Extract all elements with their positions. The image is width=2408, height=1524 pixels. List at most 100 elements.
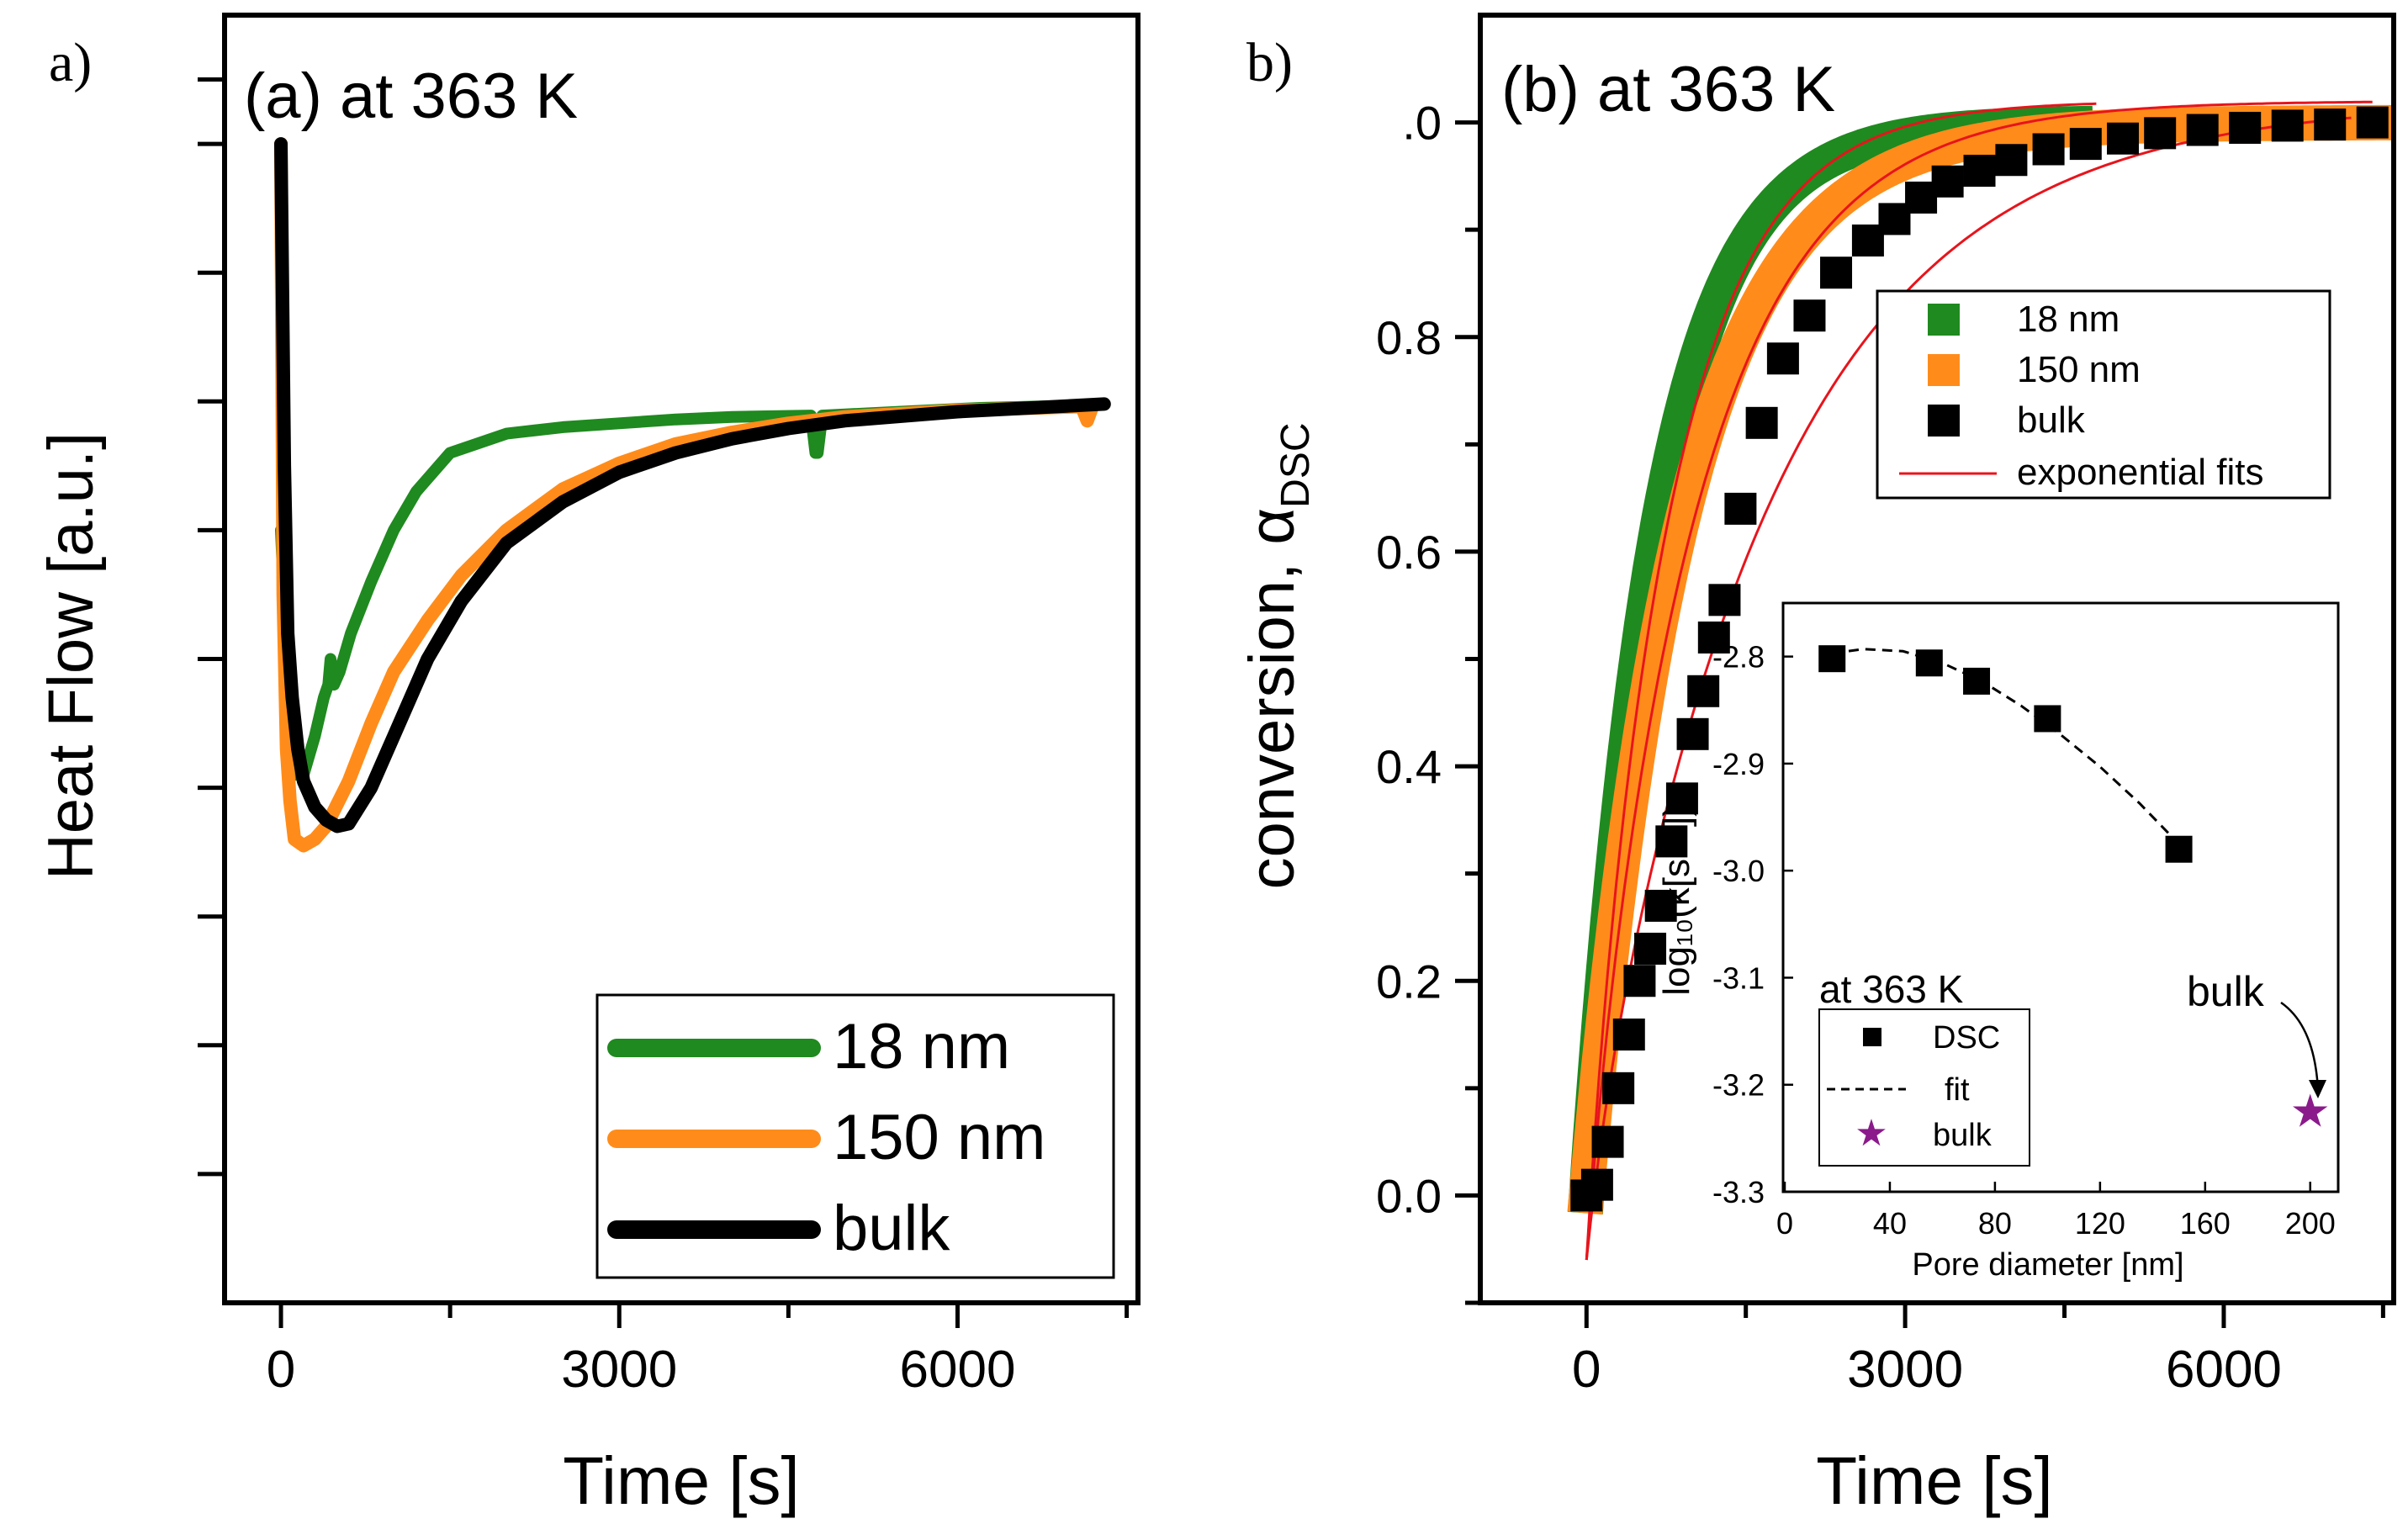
bulk-point [2271,109,2304,142]
y-tick-label: -3.2 [1712,1068,1765,1103]
panel-a-y-ticks [198,77,225,1177]
bulk-point [1963,154,1996,187]
inset-legend-box [1818,1008,2030,1167]
legend-swatch-150nm [1928,354,1960,386]
bulk-point [1591,1125,1624,1158]
legend-label-18nm: 18 nm [833,1011,1010,1082]
bulk-point [1687,675,1720,707]
panel-a-legend: 18 nm 150 nm bulk [595,993,1115,1279]
panel-a-series [274,137,1111,853]
panel-b-xlabel: Time [s] [1816,1443,2052,1518]
panel-b-title: (b) at 363 K [1501,54,1835,125]
bulk-point [2356,106,2389,139]
x-tick-label: 120 [2075,1206,2125,1241]
panel-a-ylabel: Heat Flow [a.u.] [35,432,107,880]
panel-a-chart: 0 3000 6000 (a) at 363 K Heat Flow [a.u.] … [35,13,1140,1518]
inset-legend-label-bulk: bulk [1933,1118,1993,1153]
series-line-bulk [274,137,1111,833]
panel-a-title: (a) at 363 K [244,61,578,132]
bulk-point [2229,111,2262,144]
legend-label-18nm: 18 nm [2017,299,2120,340]
inset-annotation-arrowhead [2309,1080,2326,1098]
inset-annotation-bulk: bulk [2187,968,2265,1015]
inset-series: ★ [1818,645,2331,1137]
panel-b-chart: 0.0 0.2 0.4 0.6 0.8 .0 0 3000 6000 (b) at 363 K… [1236,13,2396,1518]
bulk-point [2314,108,2347,141]
bulk-point [1793,299,1826,332]
legend-label-bulk: bulk [833,1193,950,1264]
bulk-point [1644,889,1677,922]
x-tick-label: 6000 [900,1341,1016,1399]
inset-chart: -2.8-2.9-3.0-3.1-3.2-3.3 0 40 80 120 160 200 … [1656,601,2340,1283]
exp-fit-line-0 [1585,102,2097,1261]
panel-b-ylabel-main: conversion, αDSC [1236,422,1318,889]
bulk-point [1602,1072,1635,1104]
inset-legend-label-fit: fit [1945,1072,1970,1108]
bulk-point [2032,133,2065,166]
bulk-point [1766,342,1799,375]
panel-a-x-ticks: 0 3000 6000 [267,1303,1130,1399]
legend-label-150nm: 150 nm [2017,349,2141,390]
inset-y-ticks: -2.8 -2.9 -3.0 -3.1 -3.2 -3.3 [1712,640,1793,1209]
bulk-point [1665,782,1698,815]
inset-legend: DSC fit ★ bulk [1818,1008,2030,1167]
bulk-point [1634,932,1667,965]
series-line-150nm [274,137,1100,853]
bulk-point [2069,128,2102,161]
bulk-point [1676,717,1709,750]
y-tick-label: -3.3 [1712,1175,1765,1209]
panel-a-xlabel: Time [s] [563,1443,799,1518]
x-tick-label: 80 [1978,1206,2012,1241]
x-tick-label: 160 [2180,1206,2231,1241]
x-tick-label: 3000 [561,1341,677,1399]
legend-label-150nm: 150 nm [833,1102,1046,1173]
x-tick-label: 40 [1873,1206,1907,1241]
inset-ylabel: log₁₀(k[s⁻¹]) [1656,804,1697,995]
bulk-point [1745,406,1778,439]
inset-legend-label-dsc: DSC [1933,1020,2000,1056]
bulk-point [1995,144,2028,177]
bulk-point [1708,584,1741,616]
y-tick-label: 0.4 [1376,740,1442,793]
x-tick-label: 0 [1776,1206,1793,1241]
inset-dsc-point [1915,649,1943,677]
panel-b-series [1567,100,2394,1261]
bulk-point [1580,1168,1613,1201]
y-tick-label: 0.0 [1376,1169,1442,1222]
inset-fit-line [1831,648,2180,845]
y-tick-label: 0.6 [1376,526,1442,579]
series-line-18nm [275,399,1099,781]
bulk-point [1931,165,1964,198]
legend-swatch-bulk [1928,405,1960,437]
bulk-point [2186,114,2219,146]
x-tick-label: 3000 [1847,1341,1963,1399]
inset-dsc-point [1963,667,1991,695]
inset-xlabel: Pore diameter [nm] [1912,1247,2183,1283]
panel-b-ylabel-sub: DSC [1273,422,1318,507]
y-tick-label: -2.8 [1712,640,1765,675]
bulk-point [2144,117,2177,150]
x-tick-label: 0 [267,1341,295,1399]
inset-dsc-point [2165,835,2193,863]
panel-a-letter: a) [49,32,92,93]
legend-swatch-18nm [1928,304,1960,336]
inset-legend-swatch-bulk: ★ [1855,1113,1887,1154]
y-tick-label: -3.0 [1712,854,1765,888]
bulk-point [1820,257,1853,289]
x-tick-label: 200 [2285,1206,2336,1241]
x-tick-label: 6000 [2166,1341,2282,1399]
legend-label-bulk: bulk [2017,400,2086,441]
panel-b-ylabel: conversion, αDSC [1236,422,1318,889]
bulk-point [2106,122,2139,155]
inset-x-ticks: 0 40 80 120 160 200 [1776,1182,2336,1241]
y-tick-label: .0 [1402,97,1442,150]
inset-dsc-point [2034,705,2061,733]
bulk-point [1697,621,1730,654]
y-tick-label: -2.9 [1712,747,1765,781]
bulk-point [1612,1019,1645,1051]
y-tick-label: -3.1 [1712,960,1765,995]
bulk-point [1724,492,1757,525]
y-tick-label: 0.8 [1376,311,1442,364]
bulk-point [1655,825,1688,858]
